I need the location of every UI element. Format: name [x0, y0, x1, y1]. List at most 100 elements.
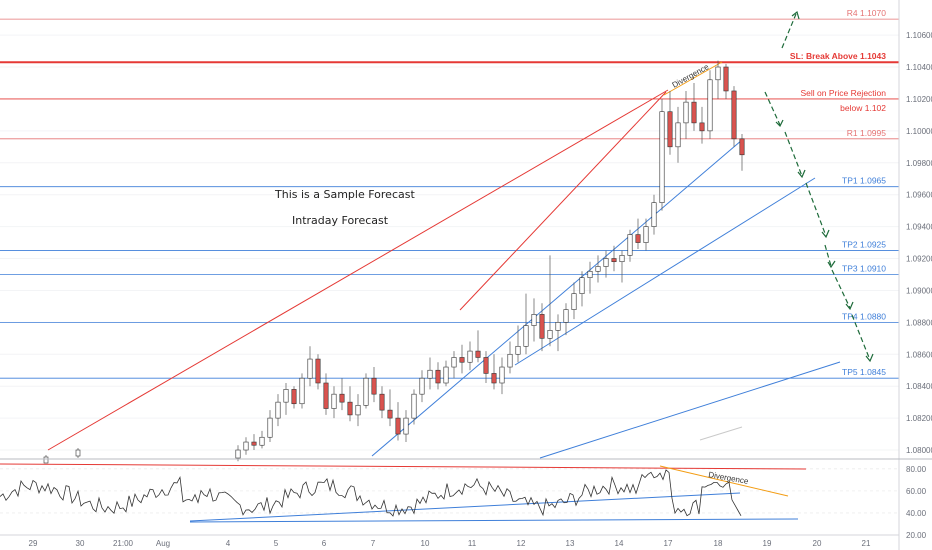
- arrowhead-down-icon: [865, 353, 874, 363]
- red-trendline-long: [47, 89, 669, 451]
- candle-body: [507, 353, 513, 368]
- candle-body: [243, 441, 249, 451]
- candle-body: [459, 357, 465, 363]
- forecast-arrow-down-3: [805, 182, 827, 237]
- candle-body: [283, 389, 289, 403]
- arrowhead-down-icon: [775, 119, 784, 128]
- candle-body: [619, 255, 625, 263]
- price-axis: 1.10600 1.10400 1.10200 1.10000 1.09800 1.096…: [906, 31, 932, 455]
- rsi-tick-label: 20.00: [906, 531, 927, 540]
- time-tick-label: 30: [76, 539, 85, 548]
- resistance-trendlines: [47, 61, 723, 451]
- rsi-orange-divergence: [659, 465, 789, 497]
- level-label: R1 1.0995: [847, 128, 886, 138]
- candle-body: [523, 325, 529, 347]
- candle-body: [611, 258, 617, 263]
- candle-body: [651, 202, 657, 227]
- candle-body: [339, 393, 345, 403]
- grey-trendline: [699, 426, 743, 441]
- arrowhead-down-icon: [827, 260, 836, 269]
- candle-body: [355, 405, 361, 416]
- candle-body: [363, 377, 369, 406]
- candle-body: [491, 373, 497, 384]
- candle-body: [259, 436, 265, 446]
- time-tick-label: 20: [813, 539, 822, 548]
- rsi-blue-line-2: [189, 518, 799, 523]
- rsi-red-line: [0, 463, 807, 470]
- candle-body: [379, 393, 385, 411]
- red-trendline-short: [459, 91, 667, 311]
- time-tick-label: 5: [274, 539, 279, 548]
- candle-body: [659, 111, 665, 203]
- blue-trendline-3: [539, 361, 841, 459]
- candle-body: [723, 66, 729, 92]
- candle-body: [275, 401, 281, 419]
- level-label: TP5 1.0845: [842, 367, 886, 377]
- candle-body: [371, 377, 377, 395]
- time-tick-label: 6: [322, 539, 327, 548]
- candle-body: [299, 377, 305, 405]
- candle-body: [563, 309, 569, 323]
- level-label-secondary: below 1.102: [840, 103, 886, 113]
- candle-body: [643, 226, 649, 243]
- candle-body: [595, 266, 601, 272]
- price-grid: [0, 34, 899, 451]
- price-tick-label: 1.08800: [906, 318, 932, 327]
- arrowhead-down-icon: [845, 301, 854, 311]
- time-tick-label: 10: [421, 539, 430, 548]
- arrowhead-down-icon: [821, 229, 830, 239]
- rsi-trendlines: [0, 463, 807, 523]
- rsi-blue-line-1: [189, 492, 741, 522]
- candle-body: [531, 314, 537, 326]
- candle-body: [571, 293, 577, 310]
- time-axis: 29 30 21:00 Aug 4 5 6 7 10 11 12 13 14 17 18 19 20 21: [29, 539, 871, 548]
- candle-body: [587, 270, 593, 278]
- forecast-arrow-down-1: [764, 91, 781, 126]
- candle-body: [323, 382, 329, 409]
- candle-body: [579, 277, 585, 294]
- candle-body: [483, 357, 489, 374]
- forecast-arrow-down-6: [851, 314, 871, 361]
- candle-body: [403, 417, 409, 435]
- forecast-text-line2: Intraday Forecast: [292, 214, 389, 227]
- divergence-line-price: [663, 61, 723, 96]
- candle-body: [707, 79, 713, 132]
- time-tick-label: 19: [763, 539, 772, 548]
- time-tick-label: 29: [29, 539, 38, 548]
- time-tick-label: 7: [371, 539, 376, 548]
- price-tick-label: 1.09600: [906, 191, 932, 200]
- price-tick-label: 1.09200: [906, 255, 932, 264]
- candle-body: [387, 409, 393, 419]
- candle-body: [235, 449, 241, 459]
- rsi-line: [0, 469, 742, 517]
- candle-body: [547, 330, 553, 339]
- price-tick-label: 1.09400: [906, 223, 932, 232]
- candle-body: [307, 358, 313, 379]
- candle-body: [315, 358, 321, 384]
- blue-trendline-2: [514, 177, 816, 366]
- rsi-tick-label: 60.00: [906, 487, 927, 496]
- time-tick-label: 12: [517, 539, 526, 548]
- forecast-text-line1: This is a Sample Forecast: [274, 188, 415, 201]
- price-tick-label: 1.08400: [906, 382, 932, 391]
- level-lines: R4 1.1070 SL: Break Above 1.1043 Sell on P…: [0, 8, 899, 379]
- candle-body: [411, 393, 417, 419]
- time-tick-label: 21: [862, 539, 871, 548]
- candle-body: [515, 345, 521, 355]
- level-label: TP1 1.0965: [842, 176, 886, 186]
- candle-body: [635, 234, 641, 243]
- candle-body: [395, 417, 401, 435]
- candle-body: [443, 366, 449, 384]
- candle-body: [331, 393, 337, 409]
- price-tick-label: 1.10000: [906, 127, 932, 136]
- time-tick-label: 11: [468, 539, 477, 548]
- price-tick-label: 1.10600: [906, 31, 932, 40]
- candle-body: [603, 258, 609, 267]
- level-label: R4 1.1070: [847, 8, 886, 18]
- candle-body: [667, 111, 673, 148]
- blue-trendline-1: [371, 139, 743, 457]
- candle-body: [427, 369, 433, 379]
- candle-body: [499, 366, 505, 384]
